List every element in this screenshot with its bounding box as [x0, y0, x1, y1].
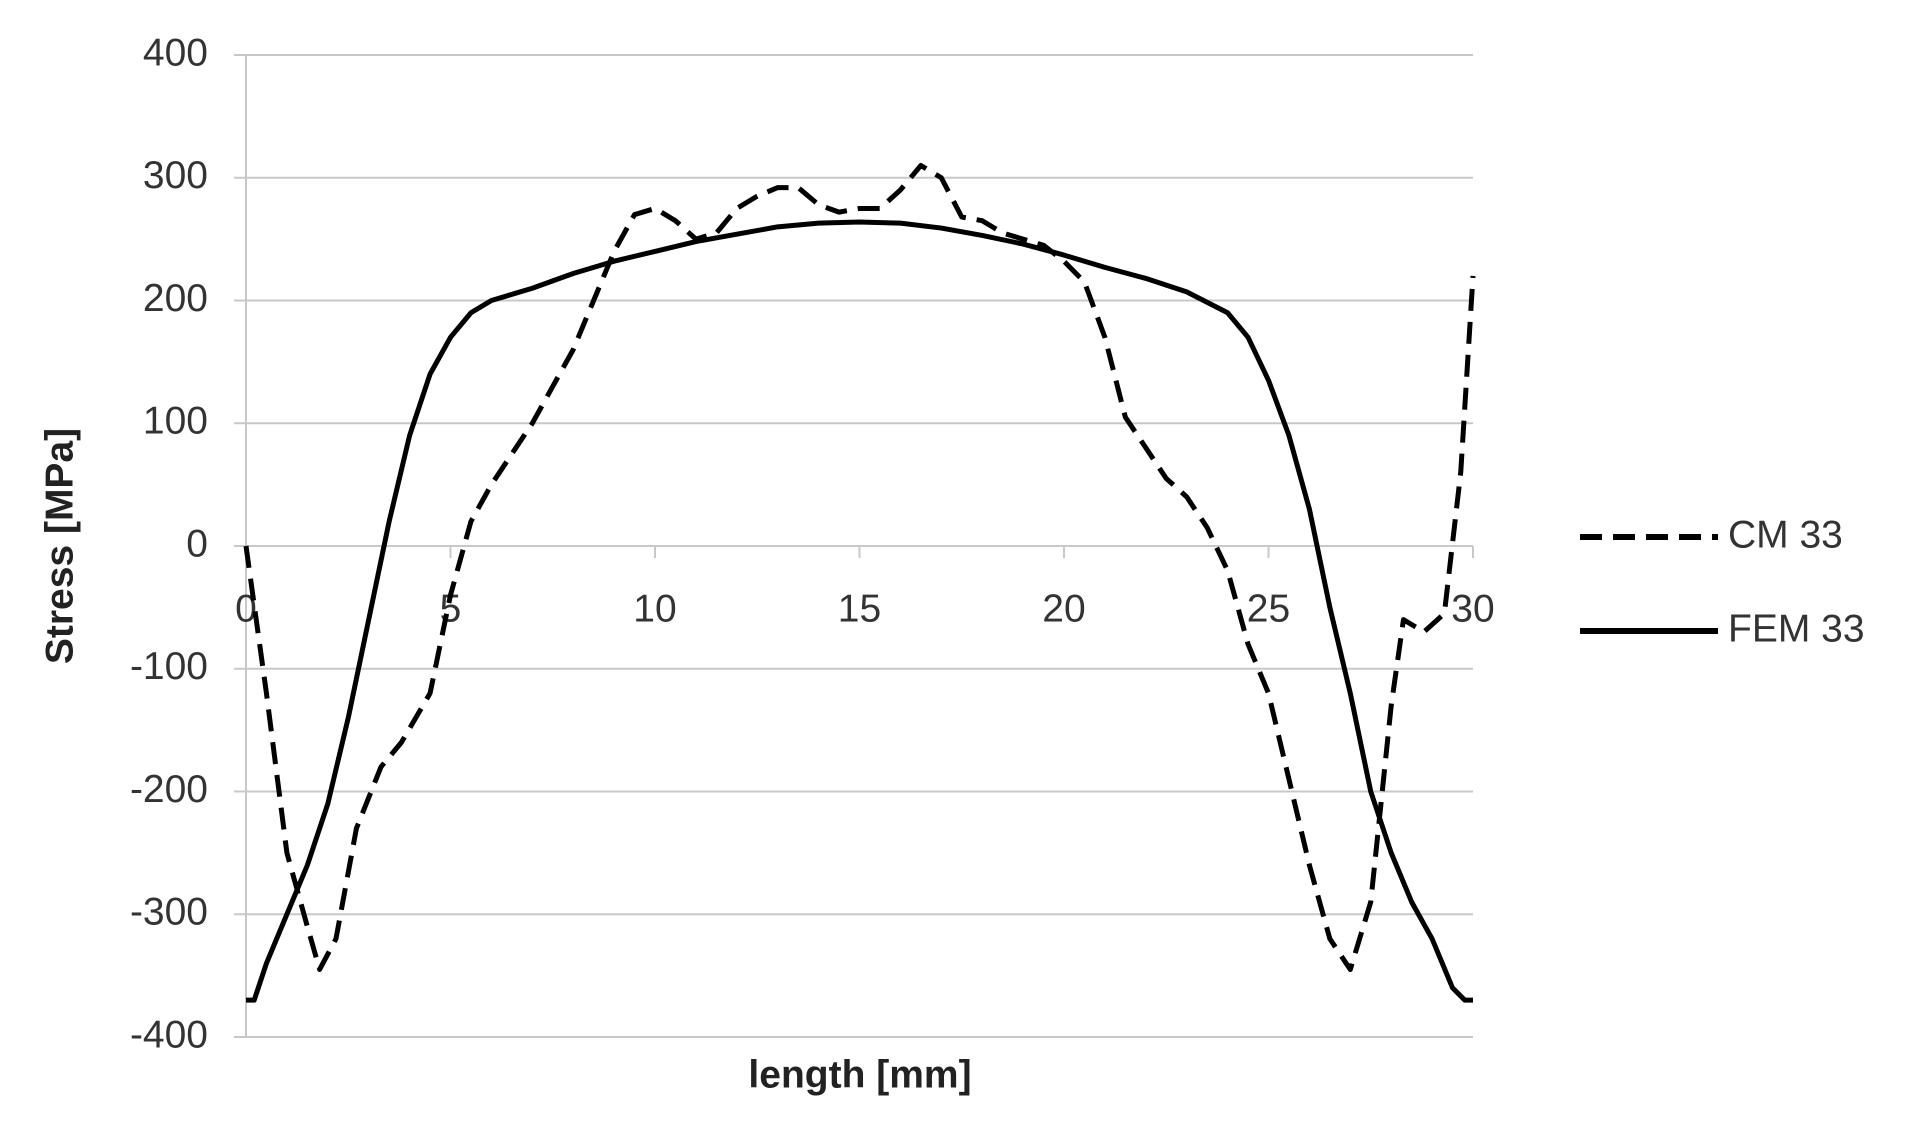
- x-tick-label: 25: [1247, 587, 1290, 630]
- legend-label: CM 33: [1728, 513, 1843, 556]
- x-tick-label: 15: [838, 587, 881, 630]
- y-tick-label: 0: [186, 522, 208, 565]
- x-tick-label: 30: [1451, 587, 1494, 630]
- y-tick-label: -100: [130, 645, 208, 688]
- legend-label: FEM 33: [1728, 607, 1865, 650]
- series-line: [243, 162, 1476, 972]
- y-tick-label: 400: [143, 31, 208, 74]
- y-tick-label: 200: [143, 277, 208, 320]
- x-axis-title: length [mm]: [748, 1053, 971, 1096]
- series-line: [246, 219, 1473, 1003]
- y-tick-label: 300: [143, 154, 208, 197]
- y-tick-label: 100: [143, 400, 208, 443]
- y-tick-label: -400: [130, 1013, 208, 1056]
- y-tick-label: -300: [130, 891, 208, 934]
- x-tick-label: 20: [1042, 587, 1085, 630]
- y-tick-label: -200: [130, 768, 208, 811]
- x-tick-label: 10: [633, 587, 676, 630]
- y-axis-title: Stress [MPa]: [38, 428, 81, 664]
